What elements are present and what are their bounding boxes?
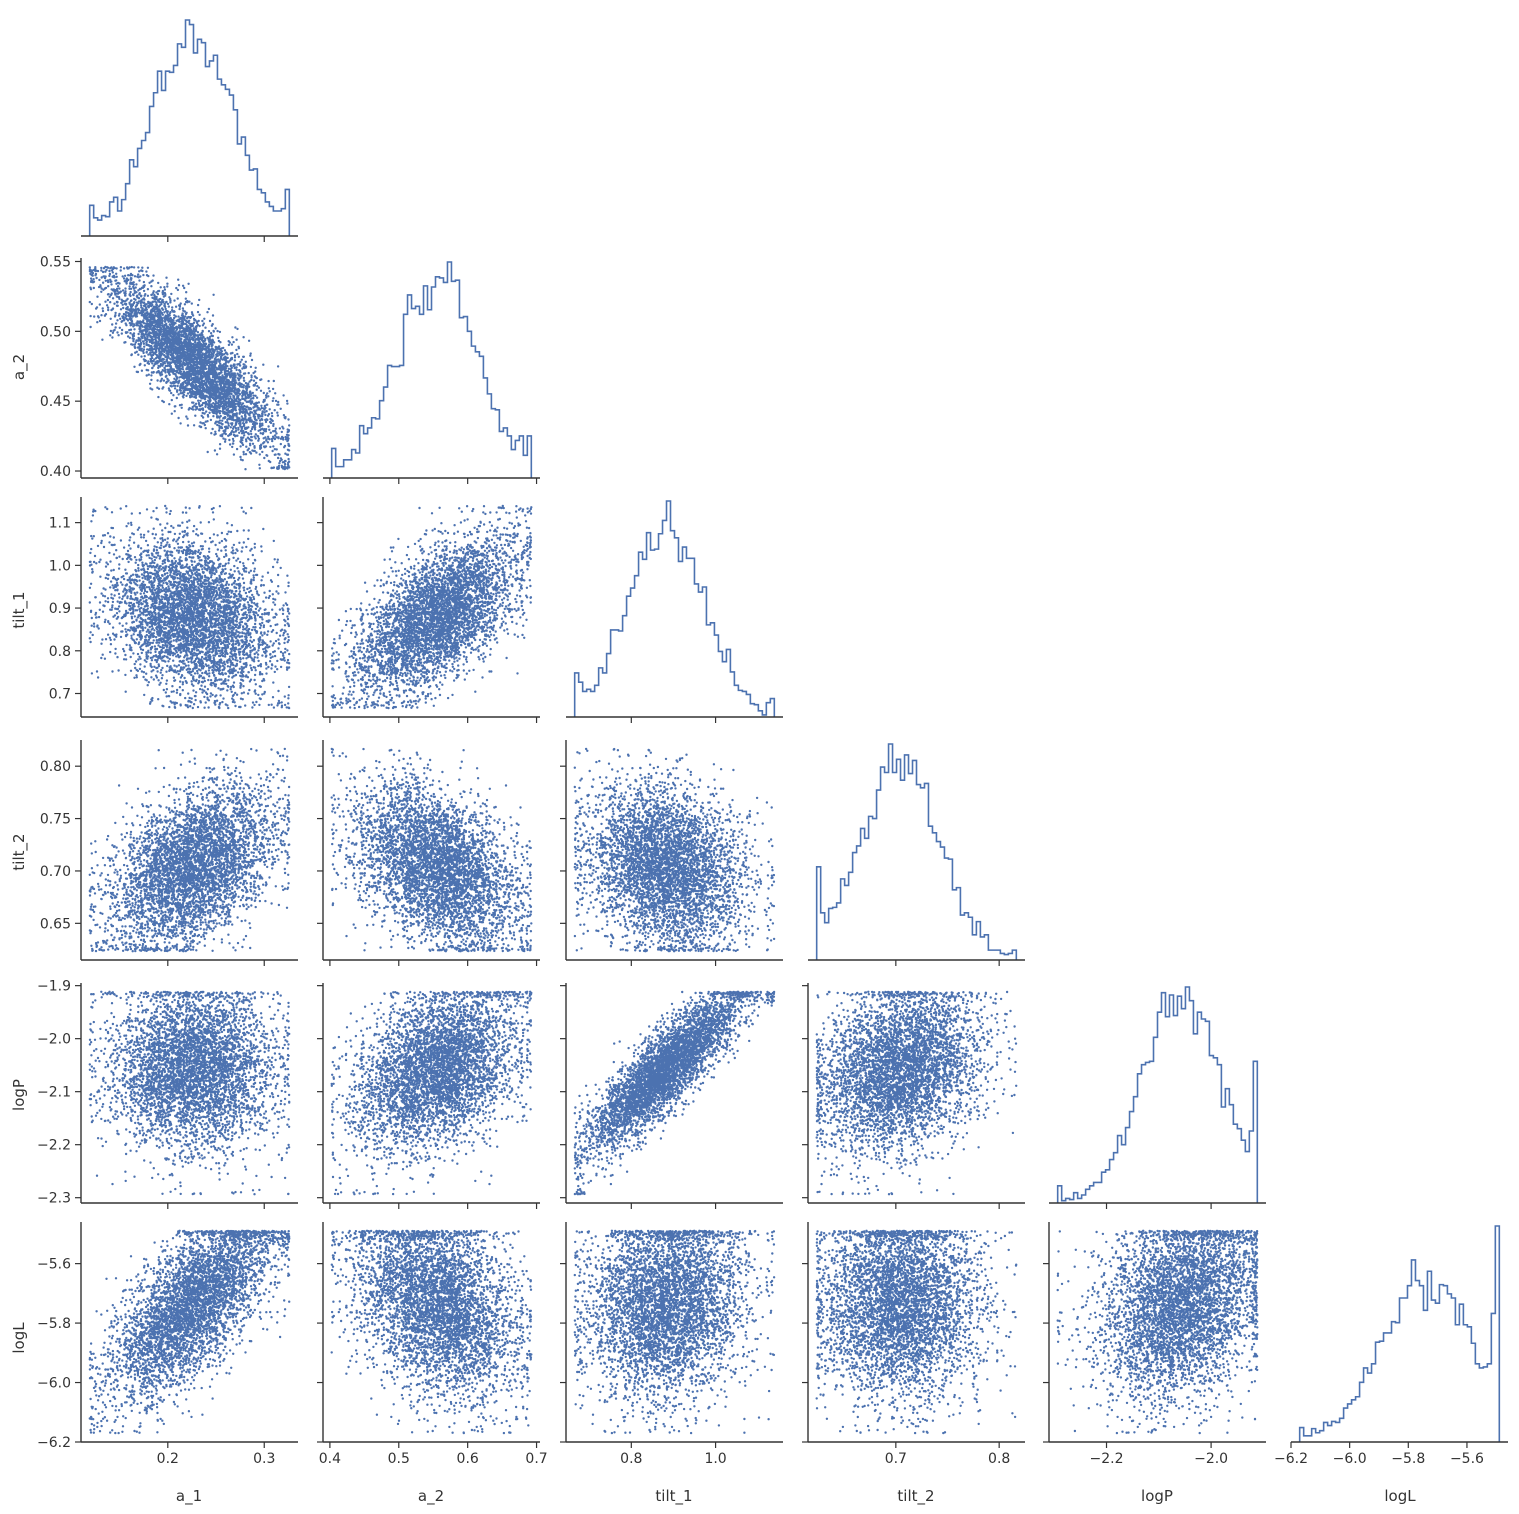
x-tick-label-tilt_2: 0.7 [885,1451,907,1467]
scatter-panel-a_2-vs-logL: 0.4 0.5 0.6 0.7 [317,1222,548,1467]
scatter-points-a_2-logP [330,990,533,1196]
histogram-step-tilt_2 [815,743,1018,960]
x-tick-label-a_2: 0.6 [457,1451,479,1467]
scatter-points-a_1-tilt_2 [88,747,291,953]
y-tick-label-tilt_2: 0.80 [40,759,71,775]
histogram-step-logL [1298,1225,1501,1442]
y-tick-label-a_2: 0.50 [40,324,71,340]
scatter-panel-a_2-vs-tilt_1 [317,497,540,723]
scatter-panel-tilt_1-vs-logP [560,983,783,1209]
scatter-panel-a_1-vs-tilt_2: 0.65 0.70 0.75 0.80 [40,740,298,966]
histogram-step-tilt_1 [573,500,776,717]
scatter-points-a_2-tilt_1 [330,504,533,710]
pairplot-panels: 0.400.450.500.550.70.80.91.01.10.650.700… [37,19,1508,1467]
scatter-points-tilt_1-logL [573,1229,776,1435]
y-axis-label-logP: logP [10,1079,28,1111]
y-tick-label-logL: −5.8 [37,1316,71,1332]
y-tick-label-a_2: 0.55 [40,254,71,270]
scatter-points-a_2-logL [330,1229,533,1435]
scatter-points-a_1-tilt_1 [88,504,291,710]
y-tick-label-tilt_2: 0.70 [40,864,71,880]
x-tick-label-tilt_1: 1.0 [704,1451,726,1467]
x-tick-label-a_2: 0.5 [388,1451,410,1467]
scatter-panel-a_1-vs-logL: −6.2 −6.0 −5.8 −5.6 0.2 0.3 [37,1222,298,1467]
histogram-step-logP [1056,986,1259,1203]
scatter-panel-a_1-vs-logP: −2.3 −2.2 −2.1 −2.0 −1.9 [37,979,298,1209]
scatter-points-a_1-logP [88,990,291,1196]
y-tick-label-tilt_1: 0.8 [49,644,71,660]
y-tick-label-logP: −2.2 [37,1138,71,1154]
x-tick-label-tilt_2: 0.8 [988,1451,1010,1467]
y-tick-label-tilt_1: 0.7 [49,687,71,703]
scatter-points-tilt_1-logP [573,990,776,1196]
histogram-panel-a_2 [323,261,540,484]
scatter-panel-tilt_1-vs-tilt_2 [560,740,783,966]
scatter-points-a_1-a_2 [88,265,291,471]
x-axis-label-logL: logL [1384,1487,1416,1505]
y-tick-label-logP: −2.3 [37,1191,71,1207]
histogram-panel-a_1 [81,19,298,242]
y-tick-label-logL: −6.2 [37,1435,71,1451]
scatter-panel-a_1-vs-a_2: 0.40 0.45 0.50 0.55 [40,254,298,484]
x-tick-label-tilt_1: 0.8 [620,1451,642,1467]
x-tick-label-logP: −2.2 [1090,1451,1124,1467]
scatter-points-tilt_1-tilt_2 [573,747,776,953]
x-axis-label-a_1: a_1 [176,1487,202,1506]
y-tick-label-tilt_2: 0.65 [40,916,71,932]
y-tick-label-logP: −2.0 [37,1032,71,1048]
x-axis-label-tilt_2: tilt_2 [897,1487,934,1506]
x-tick-label-logL: −6.2 [1274,1451,1308,1467]
scatter-panel-logP-vs-logL: −2.2 −2.0 [1043,1222,1266,1467]
scatter-points-tilt_2-logL [815,1229,1018,1435]
histogram-step-a_1 [88,19,291,236]
y-tick-label-logP: −2.1 [37,1085,71,1101]
y-axis-label-tilt_2: tilt_2 [10,833,29,870]
x-axis-label-tilt_1: tilt_1 [655,1487,692,1506]
scatter-panel-tilt_2-vs-logP [802,983,1025,1209]
y-tick-label-tilt_2: 0.75 [40,812,71,828]
y-tick-label-tilt_1: 1.1 [49,516,71,532]
x-tick-label-a_1: 0.3 [253,1451,275,1467]
y-axis-label-logL: logL [10,1322,28,1354]
histogram-panel-logP [1049,986,1266,1209]
histogram-step-a_2 [330,261,533,478]
x-axis-label-a_2: a_2 [418,1487,444,1506]
scatter-points-a_2-tilt_2 [330,747,533,953]
y-tick-label-logL: −5.6 [37,1257,71,1273]
y-tick-label-logP: −1.9 [37,979,71,995]
histogram-panel-tilt_2 [808,743,1025,966]
y-tick-label-a_2: 0.45 [40,394,71,410]
y-tick-label-a_2: 0.40 [40,464,71,480]
x-tick-label-logL: −5.6 [1450,1451,1484,1467]
y-tick-label-tilt_1: 0.9 [49,601,71,617]
histogram-panel-logL: −6.2 −6.0 −5.8 −5.6 [1274,1225,1508,1467]
x-tick-label-a_1: 0.2 [157,1451,179,1467]
scatter-panel-a_2-vs-logP [317,983,540,1209]
x-tick-label-a_2: 0.4 [319,1451,341,1467]
y-tick-label-tilt_1: 1.0 [49,558,71,574]
y-axis-label-a_2: a_2 [10,354,29,380]
x-tick-label-a_2: 0.7 [525,1451,547,1467]
pairplot-axis-labels: a_1 a_2 tilt_1 tilt_2 logP logL a_2 tilt… [10,354,1416,1506]
y-axis-label-tilt_1: tilt_1 [10,591,29,628]
scatter-panel-a_1-vs-tilt_1: 0.7 0.8 0.9 1.0 1.1 [49,497,298,723]
histogram-panel-tilt_1 [566,500,783,723]
x-tick-label-logP: −2.0 [1194,1451,1228,1467]
scatter-points-a_1-logL [88,1229,291,1435]
x-tick-label-logL: −6.0 [1333,1451,1367,1467]
scatter-panel-a_2-vs-tilt_2 [317,740,540,966]
scatter-panel-tilt_2-vs-logL: 0.7 0.8 [802,1222,1025,1467]
x-axis-label-logP: logP [1141,1487,1173,1505]
scatter-points-logP-logL [1056,1229,1259,1435]
x-tick-label-logL: −5.8 [1391,1451,1425,1467]
scatter-panel-tilt_1-vs-logL: 0.8 1.0 [560,1222,783,1467]
y-tick-label-logL: −6.0 [37,1376,71,1392]
scatter-points-tilt_2-logP [815,990,1018,1196]
